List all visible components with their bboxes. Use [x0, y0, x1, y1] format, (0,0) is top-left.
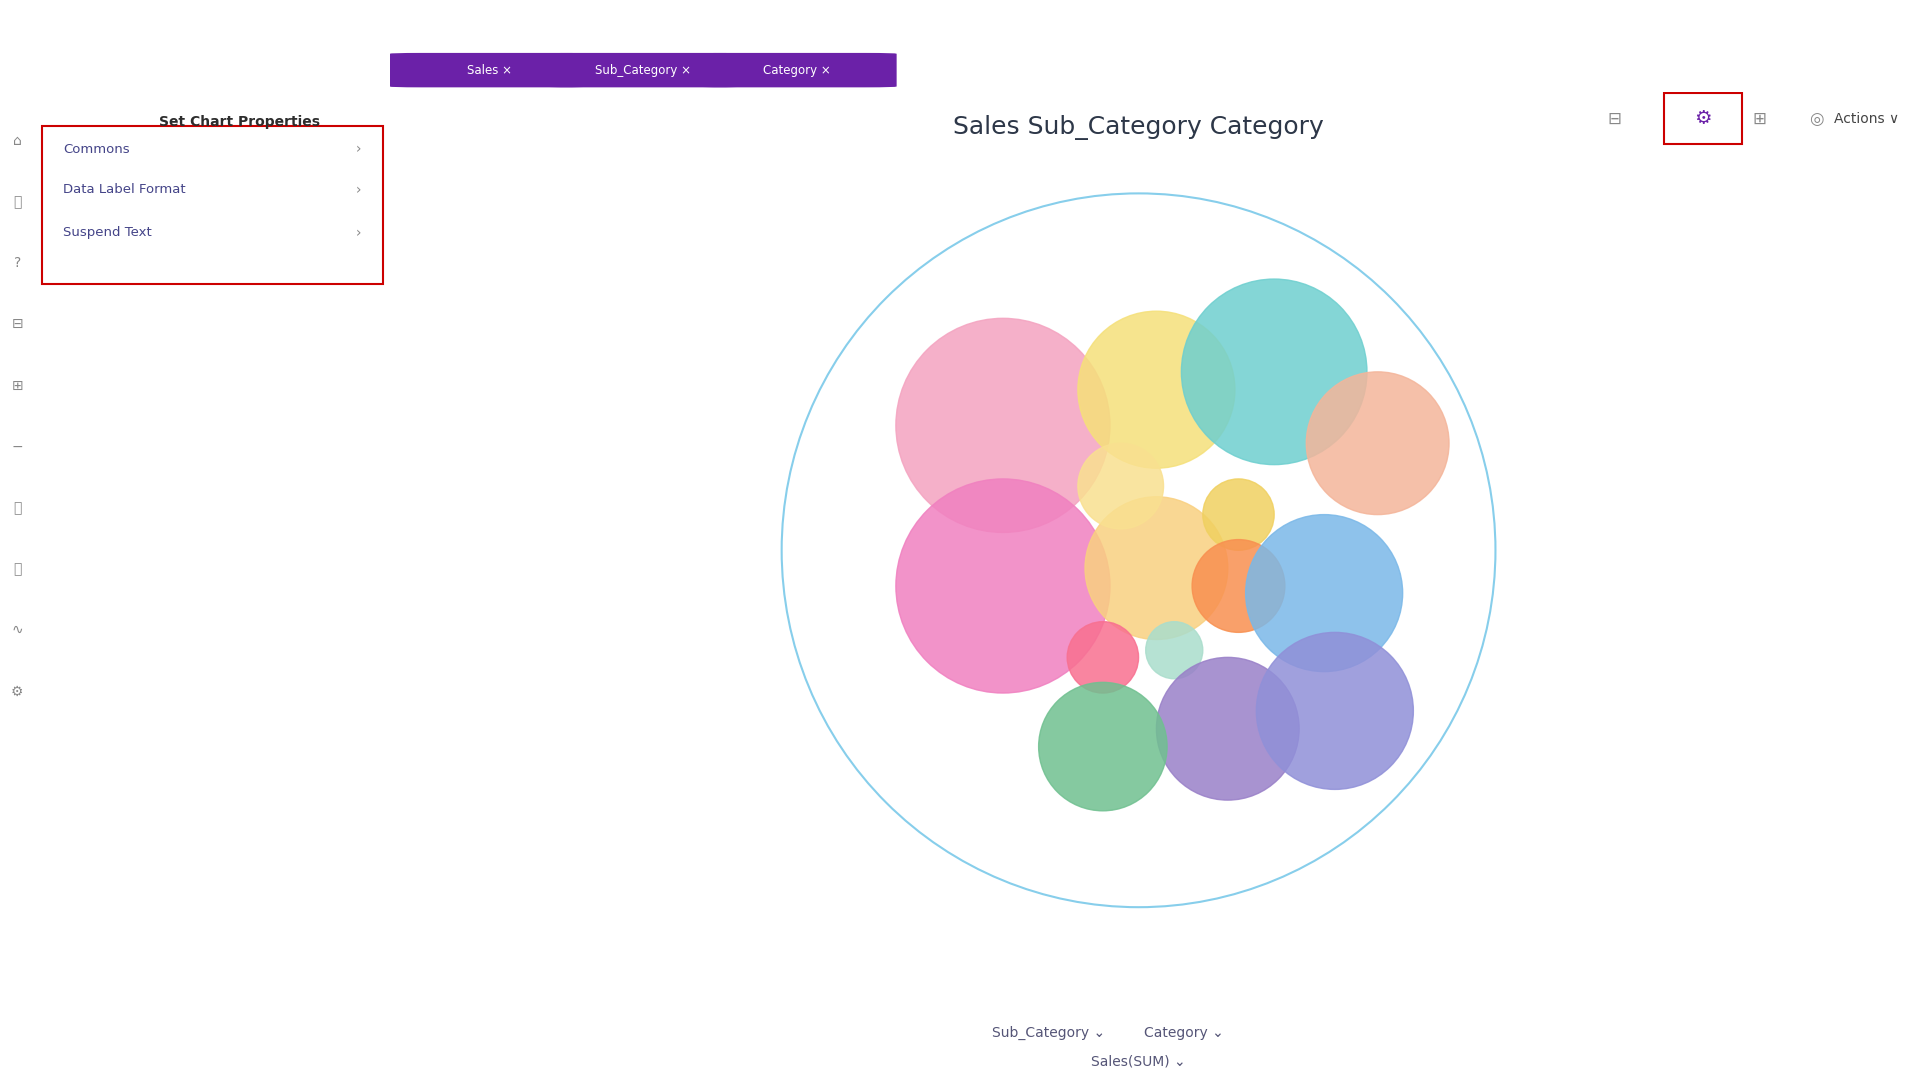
Circle shape — [1085, 496, 1227, 640]
Text: Sub_Category ×: Sub_Category × — [595, 64, 691, 77]
Text: ⊞: ⊞ — [12, 379, 23, 393]
Circle shape — [1077, 311, 1235, 468]
Bar — [42, 125, 382, 284]
Text: −: − — [12, 440, 23, 454]
Circle shape — [897, 318, 1110, 532]
Circle shape — [1181, 279, 1367, 465]
Text: 📋: 📋 — [13, 501, 21, 515]
FancyBboxPatch shape — [390, 53, 589, 87]
Text: 👤: 👤 — [13, 562, 21, 576]
Text: Category ×: Category × — [762, 64, 831, 77]
Text: ›: › — [355, 182, 361, 196]
Circle shape — [1246, 515, 1404, 671]
Text: ⌂: ⌂ — [13, 134, 21, 148]
Circle shape — [897, 479, 1110, 693]
Text: ⊞: ⊞ — [111, 21, 127, 39]
Text: 🔍: 🔍 — [13, 195, 21, 209]
Text: ⊟: ⊟ — [1607, 110, 1620, 127]
Text: Sub_Category ⌄: Sub_Category ⌄ — [993, 1026, 1106, 1040]
Text: ›: › — [355, 142, 361, 156]
Text: ◎: ◎ — [1809, 110, 1824, 127]
FancyBboxPatch shape — [543, 53, 743, 87]
Text: ∿: ∿ — [12, 624, 23, 638]
Text: ⊟: ⊟ — [12, 317, 23, 331]
Circle shape — [1306, 372, 1450, 515]
Circle shape — [1077, 443, 1164, 529]
Text: Sales Sub_Category Category: Sales Sub_Category Category — [952, 114, 1325, 140]
Text: Category ⌄: Category ⌄ — [1144, 1026, 1223, 1040]
Text: Sales ×: Sales × — [467, 64, 513, 77]
Text: ▐▶  FOCUS: ▐▶ FOCUS — [35, 21, 152, 39]
Circle shape — [1146, 622, 1202, 679]
Circle shape — [1039, 682, 1167, 810]
Text: ›: › — [355, 226, 361, 240]
Text: ⊞: ⊞ — [1753, 110, 1766, 127]
Text: Suspend Text: Suspend Text — [63, 227, 152, 240]
Circle shape — [1256, 632, 1413, 790]
Text: ⚙: ⚙ — [1693, 109, 1713, 128]
Circle shape — [1192, 540, 1284, 632]
Text: Commons: Commons — [63, 142, 131, 155]
FancyBboxPatch shape — [1665, 93, 1741, 144]
Text: ?: ? — [13, 257, 21, 270]
Text: ● DataFocus ▼: ● DataFocus ▼ — [1834, 23, 1920, 37]
Circle shape — [1202, 479, 1275, 550]
Text: Sales(SUM) ⌄: Sales(SUM) ⌄ — [1091, 1054, 1187, 1068]
Circle shape — [1156, 657, 1300, 801]
Text: Actions ∨: Actions ∨ — [1834, 112, 1899, 125]
Circle shape — [1068, 622, 1139, 693]
Text: Data Label Format: Data Label Format — [63, 183, 186, 196]
Text: Help: Help — [1766, 23, 1801, 37]
Text: Set Chart Properties: Set Chart Properties — [159, 115, 321, 129]
FancyBboxPatch shape — [697, 53, 897, 87]
Text: ⚙: ⚙ — [12, 684, 23, 698]
